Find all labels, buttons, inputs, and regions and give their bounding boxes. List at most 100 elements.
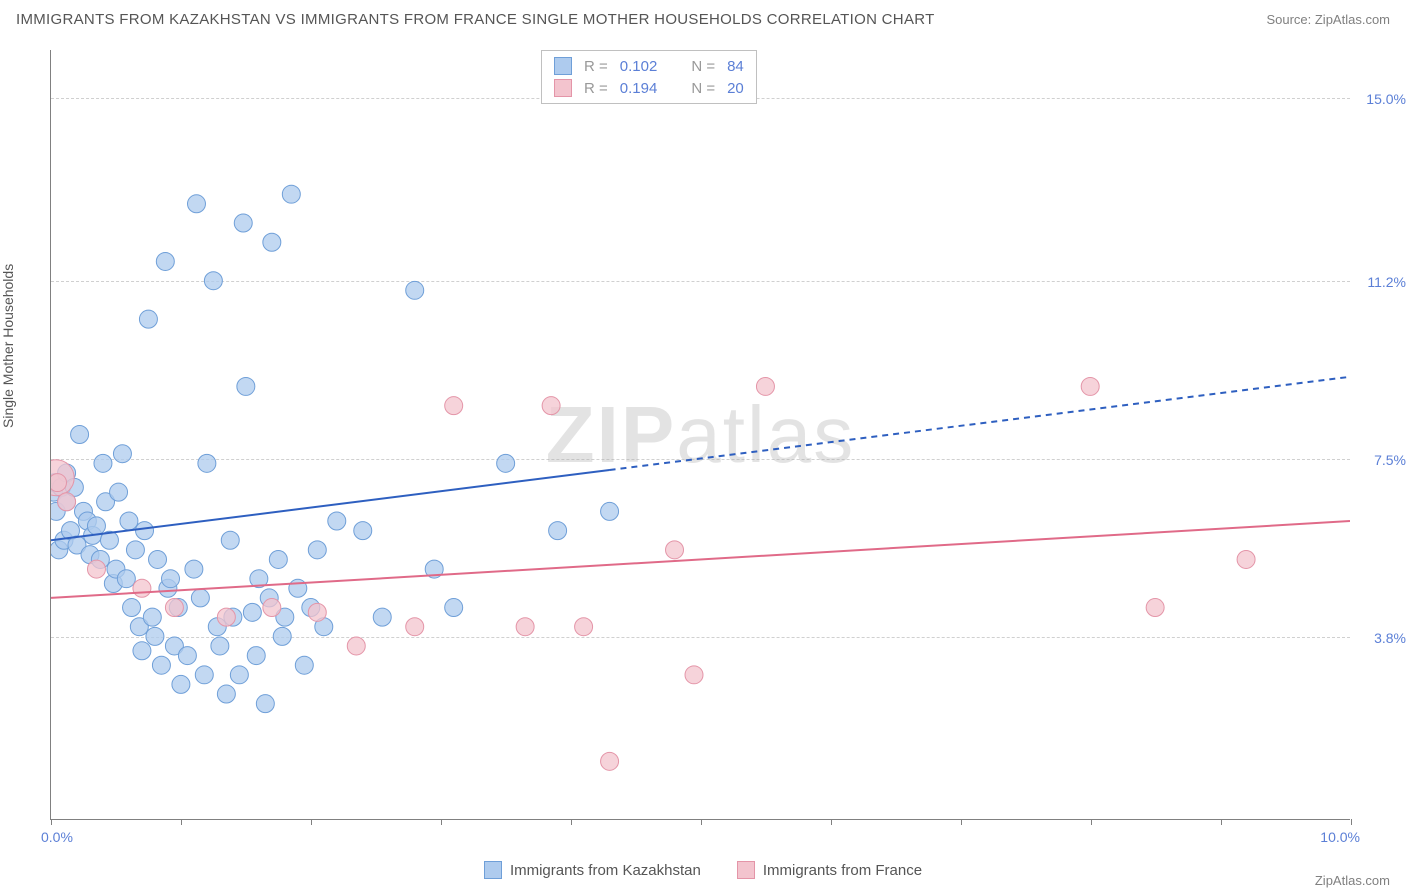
trend-line-dashed	[610, 377, 1350, 470]
scatter-point	[152, 656, 170, 674]
scatter-point	[110, 483, 128, 501]
x-tick	[571, 819, 572, 825]
legend-item: Immigrants from France	[737, 861, 922, 879]
scatter-point	[133, 579, 151, 597]
scatter-point	[247, 647, 265, 665]
x-tick	[441, 819, 442, 825]
footer-source: ZipAtlas.com	[1315, 873, 1390, 888]
plot-region: ZIPatlas 15.0%11.2%7.5%3.8% 0.0% 10.0% R…	[50, 50, 1350, 820]
scatter-point	[269, 550, 287, 568]
scatter-point	[1081, 377, 1099, 395]
scatter-point	[234, 214, 252, 232]
stats-legend: R =0.102N =84R =0.194N =20	[541, 50, 757, 104]
scatter-point	[1146, 599, 1164, 617]
legend-swatch	[554, 57, 572, 75]
scatter-point	[221, 531, 239, 549]
stat-n-label: N =	[691, 58, 715, 75]
scatter-point	[71, 426, 89, 444]
scatter-point	[273, 627, 291, 645]
scatter-point	[149, 550, 167, 568]
scatter-point	[685, 666, 703, 684]
x-tick	[831, 819, 832, 825]
stat-r-value: 0.102	[620, 58, 658, 75]
legend-label: Immigrants from France	[763, 862, 922, 879]
scatter-point	[217, 608, 235, 626]
stat-r-value: 0.194	[620, 80, 658, 97]
scatter-point	[445, 397, 463, 415]
scatter-point	[126, 541, 144, 559]
x-tick	[1091, 819, 1092, 825]
stat-r-label: R =	[584, 80, 608, 97]
scatter-point	[601, 752, 619, 770]
scatter-point	[347, 637, 365, 655]
header: IMMIGRANTS FROM KAZAKHSTAN VS IMMIGRANTS…	[0, 0, 1406, 38]
scatter-point	[666, 541, 684, 559]
bottom-legend: Immigrants from Kazakhstan Immigrants fro…	[0, 861, 1406, 884]
x-axis-min-label: 0.0%	[41, 829, 73, 845]
scatter-point	[575, 618, 593, 636]
legend-label: Immigrants from Kazakhstan	[510, 862, 701, 879]
trend-line-solid	[51, 470, 610, 540]
scatter-point	[497, 454, 515, 472]
x-tick	[961, 819, 962, 825]
x-tick	[51, 819, 52, 825]
scatter-point	[94, 454, 112, 472]
y-tick-label: 3.8%	[1374, 630, 1406, 646]
scatter-point	[165, 599, 183, 617]
scatter-point	[295, 656, 313, 674]
scatter-point	[1237, 550, 1255, 568]
scatter-point	[195, 666, 213, 684]
trend-line-solid	[51, 521, 1350, 598]
stats-legend-row: R =0.194N =20	[554, 77, 744, 99]
legend-swatch	[737, 861, 755, 879]
x-tick	[181, 819, 182, 825]
scatter-point	[191, 589, 209, 607]
scatter-point	[133, 642, 151, 660]
scatter-point	[198, 454, 216, 472]
scatter-point	[243, 603, 261, 621]
scatter-point	[230, 666, 248, 684]
x-tick	[701, 819, 702, 825]
x-tick	[1351, 819, 1352, 825]
stat-n-value: 20	[727, 80, 744, 97]
scatter-point	[263, 233, 281, 251]
scatter-svg	[51, 50, 1350, 819]
scatter-point	[516, 618, 534, 636]
scatter-point	[354, 522, 372, 540]
scatter-point	[51, 474, 66, 492]
y-tick-label: 7.5%	[1374, 452, 1406, 468]
x-axis-max-label: 10.0%	[1320, 829, 1360, 845]
legend-swatch	[484, 861, 502, 879]
scatter-point	[406, 281, 424, 299]
legend-swatch	[554, 79, 572, 97]
scatter-point	[162, 570, 180, 588]
y-tick-label: 15.0%	[1366, 91, 1406, 107]
scatter-point	[211, 637, 229, 655]
scatter-point	[58, 493, 76, 511]
scatter-point	[87, 517, 105, 535]
x-tick	[1221, 819, 1222, 825]
scatter-point	[172, 675, 190, 693]
chart-title: IMMIGRANTS FROM KAZAKHSTAN VS IMMIGRANTS…	[16, 11, 935, 28]
stats-legend-row: R =0.102N =84	[554, 55, 744, 77]
scatter-point	[445, 599, 463, 617]
scatter-point	[113, 445, 131, 463]
scatter-point	[156, 252, 174, 270]
chart-area: ZIPatlas 15.0%11.2%7.5%3.8% 0.0% 10.0% R…	[50, 50, 1350, 820]
scatter-point	[217, 685, 235, 703]
y-axis-label: Single Mother Households	[0, 264, 16, 428]
scatter-point	[123, 599, 141, 617]
scatter-point	[549, 522, 567, 540]
scatter-point	[373, 608, 391, 626]
source-label: Source: ZipAtlas.com	[1266, 12, 1390, 27]
scatter-point	[328, 512, 346, 530]
scatter-point	[256, 695, 274, 713]
scatter-point	[187, 195, 205, 213]
scatter-point	[237, 377, 255, 395]
scatter-point	[139, 310, 157, 328]
stat-r-label: R =	[584, 58, 608, 75]
legend-item: Immigrants from Kazakhstan	[484, 861, 701, 879]
scatter-point	[117, 570, 135, 588]
scatter-point	[542, 397, 560, 415]
scatter-point	[308, 541, 326, 559]
